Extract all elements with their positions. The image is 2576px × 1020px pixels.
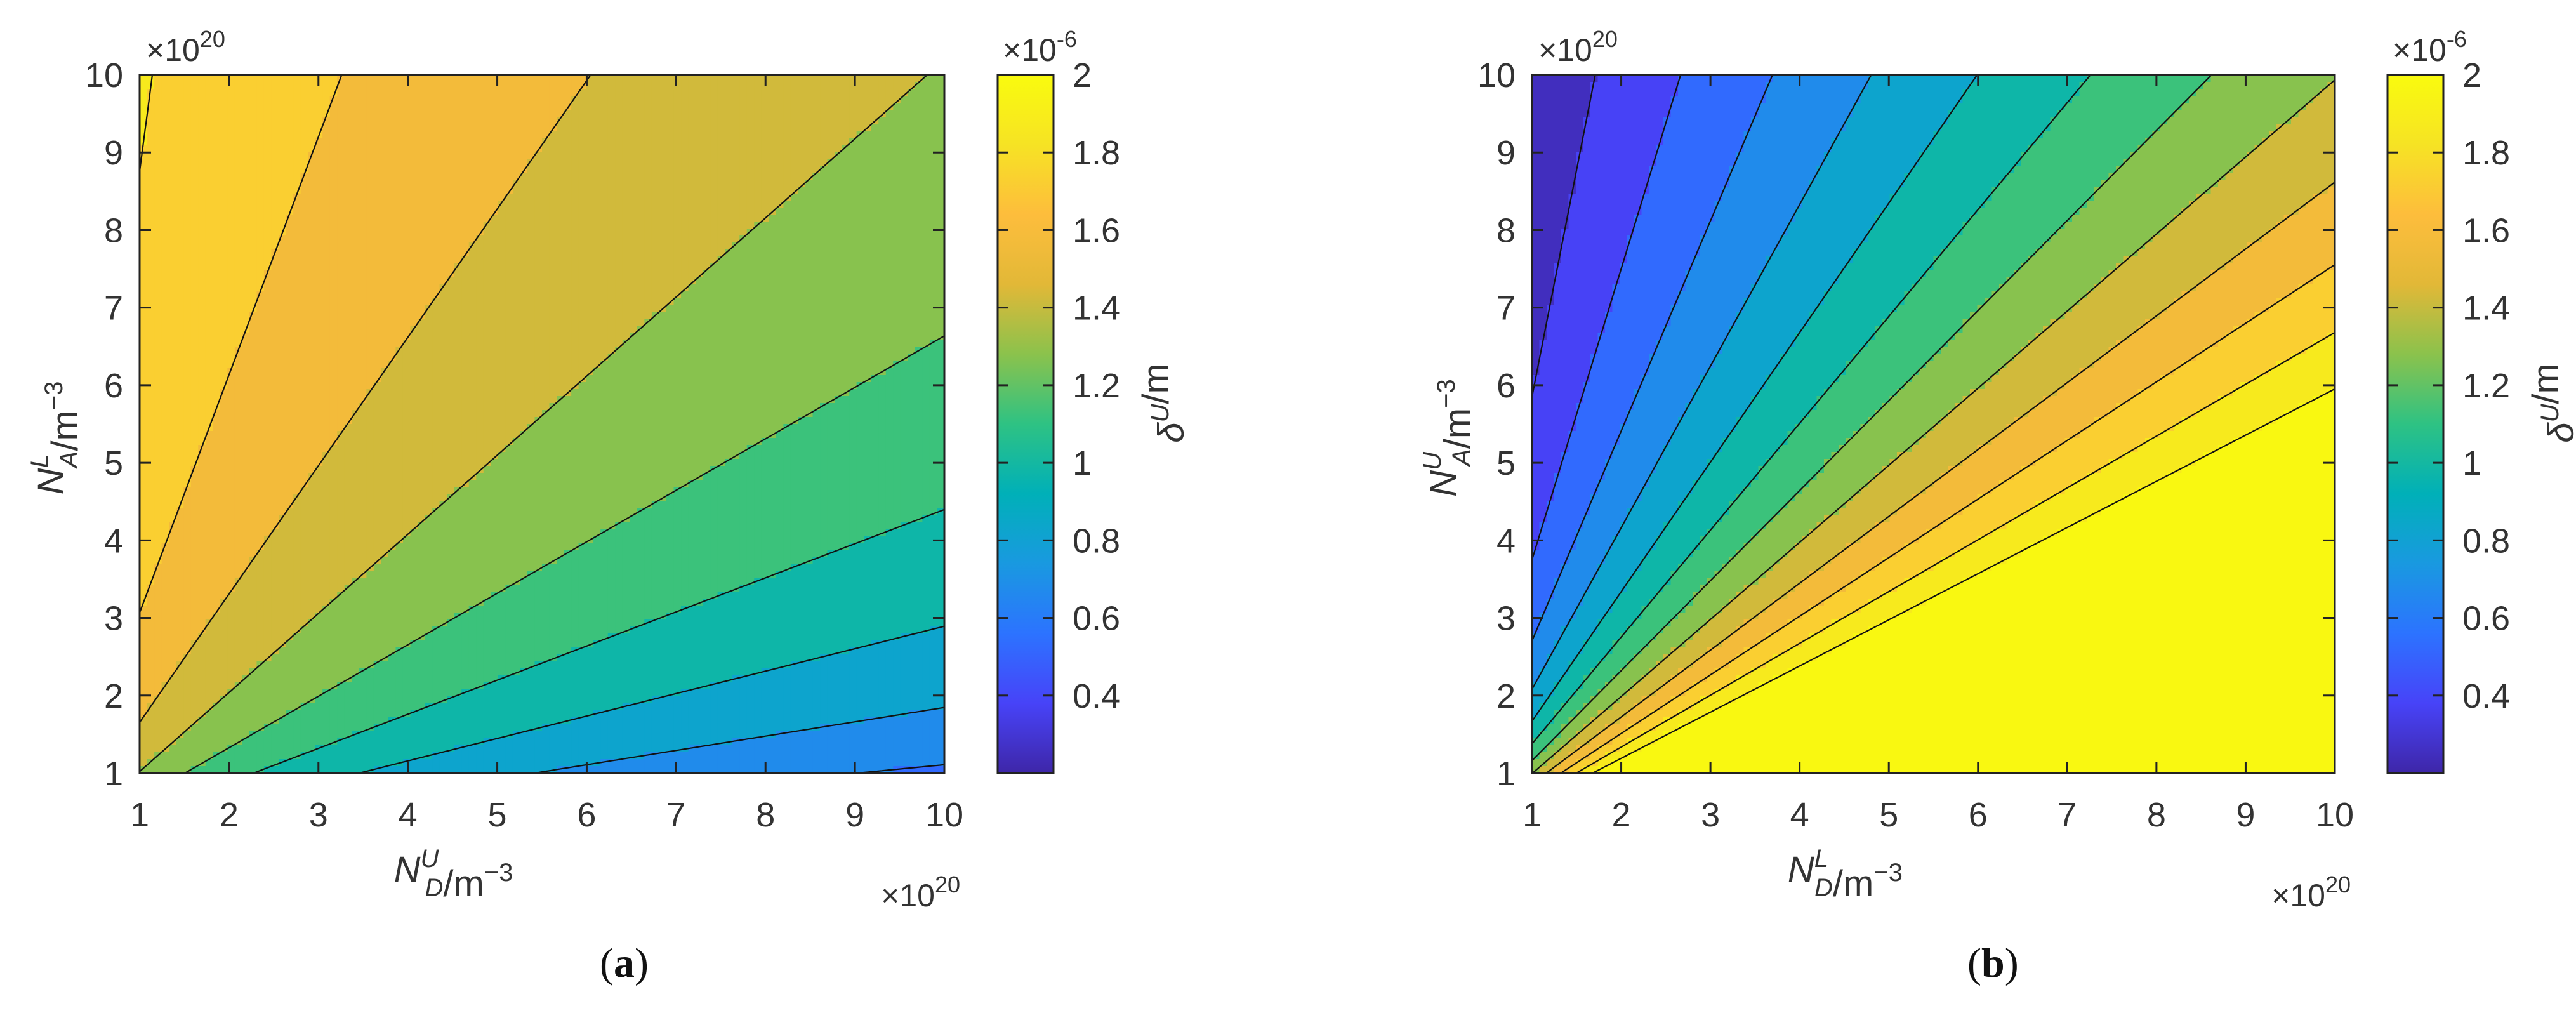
y-tick-label-b-7: 8: [1496, 211, 1516, 249]
colorbar-tick-label-a-3: 1.4: [1073, 289, 1120, 328]
y-tick-label-a-7: 8: [104, 211, 123, 249]
x-tick-label-a-1: 2: [220, 796, 239, 834]
colorbar-tick-label-a-1: 1.8: [1073, 134, 1120, 172]
colorbar-a: [998, 75, 1054, 773]
y-tick-label-a-1: 2: [104, 677, 123, 715]
y-tick-label-a-6: 7: [104, 289, 123, 328]
x-tick-label-a-7: 8: [756, 796, 775, 834]
caption-a: (a): [600, 939, 649, 988]
y-tick-label-b-6: 7: [1496, 289, 1516, 328]
x-tick-label-b-7: 8: [2147, 796, 2166, 834]
y-axis-label-b: NUA/m−3: [1418, 379, 1478, 497]
colorbar-multiplier-a: ×10-6: [1003, 26, 1077, 68]
y-tick-label-a-8: 9: [104, 134, 123, 172]
colorbar-tick-label-b-3: 1.4: [2462, 289, 2510, 328]
colorbar-tick-label-a-8: 0.4: [1073, 677, 1120, 715]
x-tick-label-a-5: 6: [577, 796, 596, 834]
y-tick-label-b-4: 5: [1496, 444, 1516, 482]
x-tick-label-b-0: 1: [1522, 796, 1542, 834]
colorbar-tick-label-b-7: 0.6: [2462, 600, 2510, 638]
y-tick-label-a-3: 4: [104, 522, 123, 560]
x-tick-label-b-6: 7: [2057, 796, 2077, 834]
x-tick-label-b-2: 3: [1701, 796, 1720, 834]
x-tick-label-a-2: 3: [309, 796, 328, 834]
x-multiplier-a: ×1020: [881, 871, 960, 913]
y-tick-label-a-4: 5: [104, 444, 123, 482]
x-tick-label-b-9: 10: [2316, 796, 2354, 834]
contour-fill-a: [140, 75, 945, 774]
colorbar-tick-label-b-5: 1: [2462, 444, 2481, 482]
colorbar-multiplier-b: ×10-6: [2393, 26, 2467, 68]
y-axis-label-a: NLA/m−3: [26, 381, 86, 495]
y-tick-label-a-0: 1: [104, 755, 123, 793]
x-tick-label-b-8: 9: [2236, 796, 2255, 834]
colorbar-tick-label-a-0: 2: [1073, 56, 1092, 95]
colorbar-tick-label-b-8: 0.4: [2462, 677, 2510, 715]
colorbar-tick-label-b-6: 0.8: [2462, 522, 2510, 560]
y-tick-label-a-5: 6: [104, 367, 123, 405]
colorbar-tick-label-b-4: 1.2: [2462, 367, 2510, 405]
x-tick-label-a-8: 9: [845, 796, 864, 834]
y-multiplier-b: ×1020: [1538, 26, 1618, 68]
y-tick-label-b-0: 1: [1496, 755, 1516, 793]
y-tick-label-b-2: 3: [1496, 600, 1516, 638]
colorbar-tick-label-a-7: 0.6: [1073, 600, 1120, 638]
colorbar-label-a: δU/m: [1135, 363, 1192, 443]
x-tick-label-a-3: 4: [399, 796, 418, 834]
x-tick-label-a-9: 10: [925, 796, 963, 834]
colorbar-tick-label-a-2: 1.6: [1073, 211, 1120, 249]
colorbar-tick-label-a-6: 0.8: [1073, 522, 1120, 560]
colorbar-tick-label-b-2: 1.6: [2462, 211, 2510, 249]
caption-b: (b): [1967, 939, 2019, 988]
y-tick-label-b-8: 9: [1496, 134, 1516, 172]
y-tick-label-a-2: 3: [104, 600, 123, 638]
y-multiplier-a: ×1020: [146, 26, 225, 68]
x-multiplier-b: ×1020: [2271, 871, 2351, 913]
y-tick-label-b-3: 4: [1496, 522, 1516, 560]
colorbar-label-b: δU/m: [2525, 363, 2576, 443]
colorbar-tick-label-a-5: 1: [1073, 444, 1092, 482]
x-tick-label-b-1: 2: [1612, 796, 1631, 834]
x-tick-label-b-4: 5: [1879, 796, 1898, 834]
colorbar-tick-label-a-4: 1.2: [1073, 367, 1120, 405]
colorbar-tick-label-b-0: 2: [2462, 56, 2481, 95]
y-tick-label-b-5: 6: [1496, 367, 1516, 405]
colorbar-b: [2388, 75, 2443, 773]
y-tick-label-a-9: 10: [85, 56, 123, 95]
x-tick-label-b-3: 4: [1790, 796, 1809, 834]
x-tick-label-a-4: 5: [488, 796, 507, 834]
x-tick-label-a-0: 1: [130, 796, 149, 834]
colorbar-tick-label-b-1: 1.8: [2462, 134, 2510, 172]
y-tick-label-b-9: 10: [1477, 56, 1516, 95]
x-tick-label-a-6: 7: [666, 796, 685, 834]
y-tick-label-b-1: 2: [1496, 677, 1516, 715]
x-tick-label-b-5: 6: [1969, 796, 1988, 834]
